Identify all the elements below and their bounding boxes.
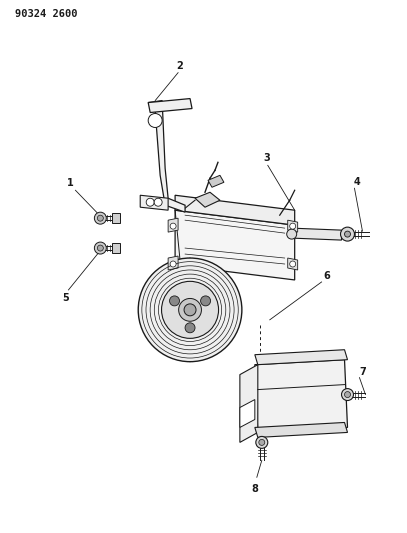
Circle shape [341, 227, 354, 241]
Ellipse shape [138, 258, 242, 362]
Circle shape [256, 437, 268, 448]
Polygon shape [255, 350, 348, 365]
Polygon shape [112, 213, 120, 223]
Circle shape [344, 231, 350, 237]
Circle shape [97, 245, 103, 251]
Circle shape [344, 392, 350, 398]
Polygon shape [240, 365, 258, 442]
Polygon shape [195, 192, 220, 207]
Polygon shape [255, 360, 348, 432]
Polygon shape [140, 195, 168, 210]
Polygon shape [240, 400, 255, 427]
Text: 8: 8 [252, 484, 258, 494]
Polygon shape [288, 220, 298, 232]
Circle shape [341, 389, 354, 400]
Text: 5: 5 [62, 293, 69, 303]
Text: 2: 2 [177, 61, 184, 71]
Polygon shape [112, 243, 120, 253]
Circle shape [97, 215, 103, 221]
Polygon shape [255, 423, 348, 438]
Polygon shape [292, 228, 341, 240]
Circle shape [185, 323, 195, 333]
Circle shape [170, 296, 179, 306]
Ellipse shape [162, 281, 219, 338]
Text: 7: 7 [359, 367, 366, 377]
Polygon shape [288, 258, 298, 270]
Circle shape [170, 261, 176, 267]
Polygon shape [148, 99, 192, 112]
Circle shape [290, 223, 295, 229]
Text: 3: 3 [263, 154, 270, 164]
Circle shape [184, 304, 196, 316]
Circle shape [148, 114, 162, 127]
Circle shape [259, 439, 265, 446]
Polygon shape [148, 101, 185, 212]
Polygon shape [175, 195, 295, 225]
Polygon shape [208, 175, 224, 187]
Circle shape [287, 229, 297, 239]
Text: 1: 1 [67, 178, 74, 188]
Polygon shape [168, 256, 178, 270]
Text: 90324 2600: 90324 2600 [15, 9, 77, 19]
Polygon shape [168, 218, 178, 232]
Text: 4: 4 [354, 177, 361, 187]
Circle shape [201, 296, 210, 306]
Ellipse shape [179, 298, 201, 321]
Polygon shape [175, 210, 295, 280]
Circle shape [146, 198, 154, 206]
Circle shape [170, 223, 176, 229]
Text: 6: 6 [323, 271, 330, 281]
Circle shape [94, 242, 106, 254]
Circle shape [154, 198, 162, 206]
Circle shape [290, 261, 295, 267]
Circle shape [94, 212, 106, 224]
